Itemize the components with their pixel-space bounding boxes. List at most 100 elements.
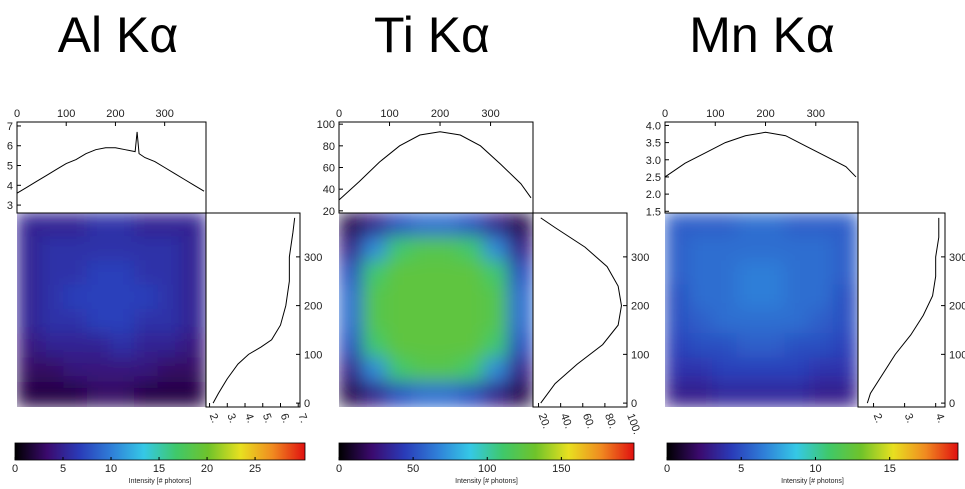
image-cell bbox=[712, 236, 739, 263]
y-tick-label: 3.0 bbox=[646, 155, 661, 167]
y-tick-label: 0 bbox=[631, 398, 637, 410]
image-cell bbox=[736, 260, 763, 287]
image-cell bbox=[435, 236, 462, 263]
image-cell bbox=[712, 333, 739, 360]
colorbar-tick-label: 150 bbox=[552, 463, 570, 475]
image-cell bbox=[688, 284, 715, 311]
image-cell bbox=[134, 236, 160, 263]
image-cell bbox=[86, 333, 113, 360]
image-cell bbox=[459, 260, 486, 287]
image-cell bbox=[507, 333, 533, 360]
image-cell bbox=[832, 333, 858, 360]
image-cell bbox=[157, 309, 184, 336]
image-cell bbox=[339, 333, 365, 360]
image-cell bbox=[760, 309, 787, 336]
image-cell bbox=[386, 260, 413, 287]
image-cell bbox=[17, 357, 42, 384]
image-cell bbox=[832, 260, 858, 287]
image-cell bbox=[362, 236, 389, 263]
image-cell bbox=[339, 309, 365, 336]
image-cell bbox=[181, 213, 206, 239]
image-cell bbox=[39, 236, 66, 263]
x-tick-label: 300 bbox=[155, 108, 173, 120]
x-tick-label: 80. bbox=[602, 412, 619, 430]
y-tick-label: 0 bbox=[304, 398, 310, 410]
y-tick-label: 80 bbox=[323, 141, 335, 153]
image-cell bbox=[386, 381, 413, 407]
x-tick-label: 40. bbox=[558, 412, 575, 430]
image-cell bbox=[86, 236, 113, 263]
image-cell bbox=[410, 213, 437, 239]
y-tick-label: 3 bbox=[7, 200, 13, 212]
y-tick-label: 200 bbox=[631, 301, 649, 313]
y-tick-label: 40 bbox=[323, 184, 335, 196]
image-cell bbox=[665, 260, 691, 287]
image-cell bbox=[110, 357, 137, 384]
x-tick-label: 20. bbox=[536, 412, 553, 430]
y-tick-label: 100 bbox=[631, 349, 649, 361]
image-cell bbox=[736, 309, 763, 336]
image-cell bbox=[712, 260, 739, 287]
x-tick-label: 100. bbox=[624, 412, 643, 436]
image-cell bbox=[760, 381, 787, 407]
image-cell bbox=[86, 357, 113, 384]
image-cell bbox=[435, 381, 462, 407]
y-tick-label: 7 bbox=[7, 121, 13, 133]
x-tick-label: 60. bbox=[580, 412, 597, 430]
image-cell bbox=[808, 381, 835, 407]
panel-title: Al Kα bbox=[58, 7, 179, 63]
image-cell bbox=[435, 357, 462, 384]
image-cell bbox=[134, 333, 160, 360]
image-cell bbox=[386, 333, 413, 360]
image-cell bbox=[39, 333, 66, 360]
image bbox=[665, 213, 858, 407]
colorbar-tick-label: 0 bbox=[664, 463, 670, 475]
image-cell bbox=[435, 284, 462, 311]
image-cell bbox=[784, 333, 811, 360]
image-cell bbox=[507, 213, 533, 239]
image-cell bbox=[362, 333, 389, 360]
image-cell bbox=[63, 333, 89, 360]
image-cell bbox=[17, 309, 42, 336]
image-cell bbox=[339, 260, 365, 287]
image-cell bbox=[17, 333, 42, 360]
image-cell bbox=[86, 260, 113, 287]
image-cell bbox=[39, 381, 66, 407]
image-cell bbox=[17, 284, 42, 311]
top-profile bbox=[16, 131, 205, 194]
image-cell bbox=[63, 213, 89, 239]
image-cell bbox=[459, 309, 486, 336]
image-cell bbox=[134, 284, 160, 311]
image bbox=[17, 213, 206, 407]
image-cell bbox=[339, 213, 365, 239]
y-tick-label: 0 bbox=[949, 398, 955, 410]
image-cell bbox=[808, 260, 835, 287]
image-cell bbox=[86, 284, 113, 311]
image-cell bbox=[832, 381, 858, 407]
colorbar bbox=[666, 442, 959, 461]
image-cell bbox=[386, 236, 413, 263]
y-tick-label: 6 bbox=[7, 141, 13, 153]
plot-frame bbox=[205, 212, 301, 408]
x-tick-label: 5. bbox=[260, 412, 274, 425]
image-cell bbox=[39, 213, 66, 239]
image-cell bbox=[157, 284, 184, 311]
y-tick-label: 3.5 bbox=[646, 138, 661, 150]
x-tick-label: 4. bbox=[933, 412, 947, 425]
image-cell bbox=[17, 260, 42, 287]
image-cell bbox=[435, 309, 462, 336]
image-cell bbox=[483, 309, 510, 336]
image-cell bbox=[110, 260, 137, 287]
image-cell bbox=[386, 284, 413, 311]
image-cell bbox=[507, 284, 533, 311]
image-cell bbox=[86, 309, 113, 336]
image-cell bbox=[386, 309, 413, 336]
colorbar-tick-label: 25 bbox=[249, 463, 261, 475]
x-tick-label: 6. bbox=[278, 412, 292, 425]
image bbox=[339, 213, 533, 407]
image-cell bbox=[832, 309, 858, 336]
y-tick-label: 5 bbox=[7, 161, 13, 173]
colorbar-tick-label: 10 bbox=[809, 463, 821, 475]
image-cell bbox=[688, 381, 715, 407]
image-cell bbox=[157, 213, 184, 239]
